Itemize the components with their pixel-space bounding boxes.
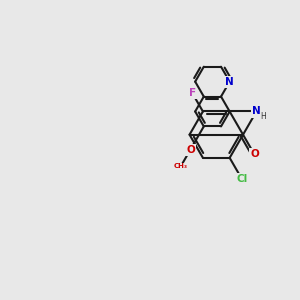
Text: Cl: Cl [236,174,247,184]
Text: CH₃: CH₃ [174,163,188,169]
Text: N: N [225,76,234,87]
Text: O: O [186,145,195,154]
Text: F: F [189,88,196,98]
Text: N: N [252,106,261,116]
Text: H: H [260,112,266,121]
Text: O: O [250,149,259,159]
